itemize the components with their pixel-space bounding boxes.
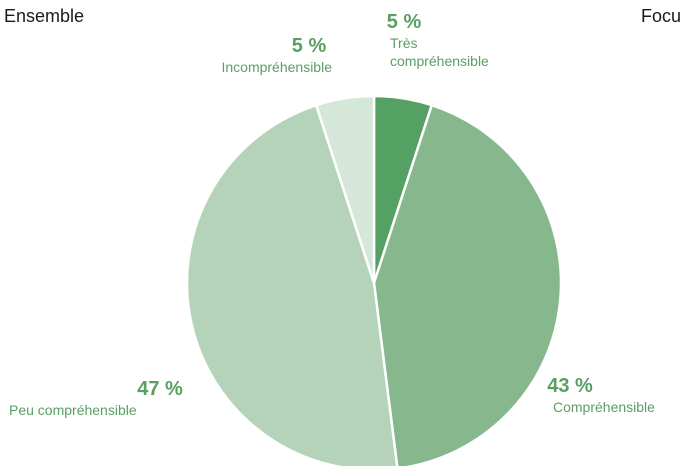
slice-percent-label: 5 % — [387, 11, 422, 33]
slice-category-label: Peu compréhensible — [9, 402, 137, 418]
pie-slice — [372, 103, 563, 466]
pie-labels: 5 % Très compréhensible 43 % Compréhensible 4… — [9, 11, 655, 418]
slice-category-label: compréhensible — [390, 53, 489, 69]
second-chart-title: Focu — [641, 6, 682, 26]
pie-slices — [185, 94, 563, 466]
slice-category-label: Compréhensible — [553, 399, 655, 415]
slice-percent-label: 5 % — [292, 35, 327, 57]
slice-category-label: Incompréhensible — [221, 59, 332, 75]
chart-title: Ensemble — [4, 6, 85, 26]
pie-slice — [314, 94, 376, 285]
slice-percent-label: 47 % — [137, 378, 183, 400]
slice-percent-label: 43 % — [547, 375, 593, 397]
slice-category-label: Très — [390, 35, 417, 51]
